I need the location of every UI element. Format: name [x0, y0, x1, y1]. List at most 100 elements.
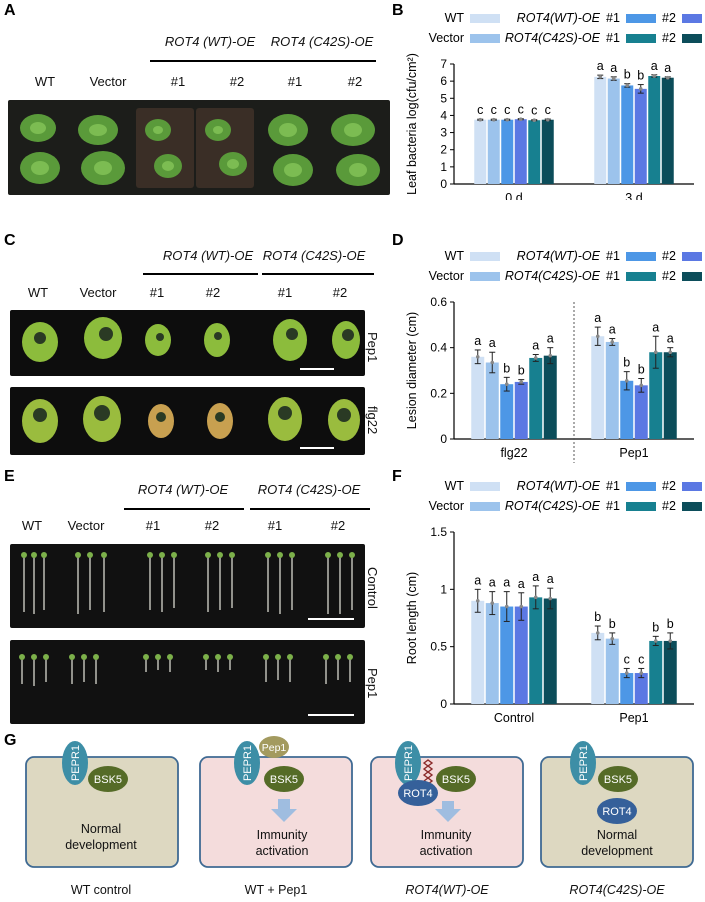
legend-swatch [470, 502, 500, 511]
bar [661, 77, 674, 184]
legend-label: #1 [606, 249, 620, 263]
panel-label-e: E [4, 468, 15, 485]
a-label-vector: Vector [89, 74, 127, 89]
y-tick-label: 0.2 [430, 386, 447, 400]
e-label-vector: Vector [67, 518, 105, 533]
c-rot4-wt-header: ROT4 (WT)-OE [162, 248, 254, 263]
bar [605, 638, 619, 704]
caption-rot4-wt: ROT4(WT)-OE [405, 883, 489, 897]
legend-label: ROT4(WT)-OE [517, 249, 601, 263]
a-underline-c42s [268, 60, 376, 62]
data-point [610, 340, 615, 344]
y-tick-label: 4 [440, 108, 447, 122]
down-arrow-icon [435, 801, 461, 822]
panel-label-a: A [4, 2, 16, 19]
bar [471, 600, 485, 704]
legend-swatch [470, 482, 500, 491]
caption-rot4-c42s: ROT4(C42S)-OE [569, 883, 665, 897]
cell1-normal: Normal [81, 822, 121, 836]
bar [514, 119, 527, 184]
legend-label: Vector [429, 269, 464, 283]
bar [501, 119, 514, 184]
y-tick-label: 1.5 [430, 525, 447, 539]
bar [528, 120, 541, 184]
significance-letter: b [609, 617, 616, 631]
legend-swatch [626, 252, 656, 261]
c-row-label-flg22: flg22 [365, 406, 380, 435]
legend-swatch [626, 482, 656, 491]
significance-letter: c [531, 104, 537, 118]
bsk5-label-2: BSK5 [270, 774, 298, 786]
bar [663, 640, 677, 704]
bar [648, 76, 661, 184]
e-label-n2b: #2 [330, 518, 346, 533]
bar [541, 119, 554, 184]
bar [620, 380, 634, 439]
a-label-n1: #1 [170, 74, 186, 89]
rot4-label-2: ROT4 [602, 806, 631, 818]
rot4-protein-2 [597, 798, 637, 824]
a-underline-wt [150, 60, 270, 62]
pepr1-label-4: PEPR1 [578, 745, 590, 781]
legend-swatch [682, 252, 702, 261]
bar [607, 78, 620, 184]
rot4-label-1: ROT4 [403, 788, 432, 800]
rosette-photo-art [20, 108, 380, 188]
bar [514, 381, 528, 439]
bar [485, 362, 499, 439]
panel-label-c: C [4, 232, 16, 249]
panel-label-f: F [392, 468, 402, 485]
legend-swatch [682, 482, 702, 491]
legend-label: Vector [429, 31, 464, 45]
data-point [475, 355, 480, 359]
e-label-n1b: #1 [267, 518, 283, 533]
bar [591, 632, 605, 704]
data-point [478, 117, 483, 122]
seedling-pep1-art [19, 654, 354, 716]
legend-label: ROT4(WT)-OE [517, 11, 601, 25]
y-axis-title: Leaf bacteria log(cfu/cm²) [405, 53, 419, 195]
leaf-photo-flg22 [10, 387, 365, 455]
legend-label: #2 [662, 249, 676, 263]
data-point [532, 118, 537, 123]
c-underline-wt [143, 273, 258, 275]
cell2-immunity: Immunity [257, 828, 308, 842]
e-row-label-pep1: Pep1 [365, 668, 380, 699]
y-axis-title: Lesion diameter (cm) [405, 312, 419, 429]
data-point [505, 117, 510, 122]
significance-letter: a [651, 59, 658, 73]
data-point [491, 117, 496, 122]
pepr1-label-1: PEPR1 [70, 745, 82, 781]
x-category-label: flg22 [500, 446, 527, 460]
significance-letter: a [547, 332, 554, 346]
significance-letter: b [652, 620, 659, 634]
leaf-photo-pep1 [10, 310, 365, 376]
legend-label: #2 [662, 479, 676, 493]
bar [514, 606, 528, 704]
rot4-protein-1 [398, 780, 438, 806]
y-tick-label: 0 [440, 177, 447, 191]
x-category-label: Pep1 [619, 711, 648, 725]
bar [594, 76, 607, 184]
legend-label: #2 [662, 31, 676, 45]
chart-d: WT ROT4(WT)-OE #1 #2 Vector ROT4(C42S)-OE #1 #2… [405, 249, 702, 463]
legend-label: WT [445, 479, 465, 493]
bar [487, 119, 500, 184]
data-point [624, 671, 629, 675]
data-point [625, 83, 630, 88]
legend-label: #1 [606, 499, 620, 513]
data-point [639, 671, 644, 675]
c-label-n2b: #2 [332, 285, 348, 300]
data-point [518, 117, 523, 121]
legend-swatch [470, 272, 500, 281]
significance-letter: b [518, 364, 525, 378]
data-point [490, 601, 495, 605]
bar [591, 336, 605, 439]
c-row-label-pep1: Pep1 [365, 332, 380, 363]
bar [605, 341, 619, 439]
legend-label: WT [445, 11, 465, 25]
x-category-label: 3 d [625, 191, 642, 200]
bsk5-protein-2 [264, 766, 304, 792]
bsk5-label-1: BSK5 [94, 774, 122, 786]
bsk5-protein-4 [598, 766, 638, 792]
